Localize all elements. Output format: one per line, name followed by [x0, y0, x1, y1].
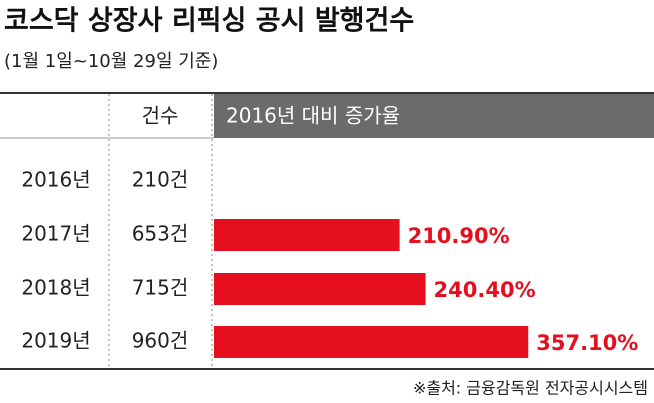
- count: 960건: [132, 329, 189, 353]
- count: 653건: [132, 222, 189, 246]
- value-label: 240.40%: [434, 278, 536, 302]
- header-cell: [214, 94, 654, 138]
- row-label: 2017년: [21, 222, 90, 246]
- bar: [214, 273, 426, 305]
- source: ※출처: 금융감독원 전자공시시스템: [413, 379, 648, 398]
- bar: [214, 219, 400, 251]
- row-label: 2018년: [21, 276, 90, 300]
- value-label: 357.10%: [536, 331, 638, 355]
- column-header: 건수: [142, 104, 179, 128]
- chart-title: 코스닥 상장사 리픽싱 공시 발행건수: [4, 6, 414, 37]
- count: 210건: [132, 168, 189, 192]
- row-label: 2016년: [21, 168, 90, 192]
- chart-subtitle: (1월 1일~10월 29일 기준): [4, 51, 218, 72]
- value-label: 210.90%: [408, 224, 510, 248]
- count: 715건: [132, 276, 189, 300]
- column-header: 2016년 대비 증가율: [226, 104, 400, 128]
- row-label: 2019년: [21, 329, 90, 353]
- bar: [214, 326, 529, 358]
